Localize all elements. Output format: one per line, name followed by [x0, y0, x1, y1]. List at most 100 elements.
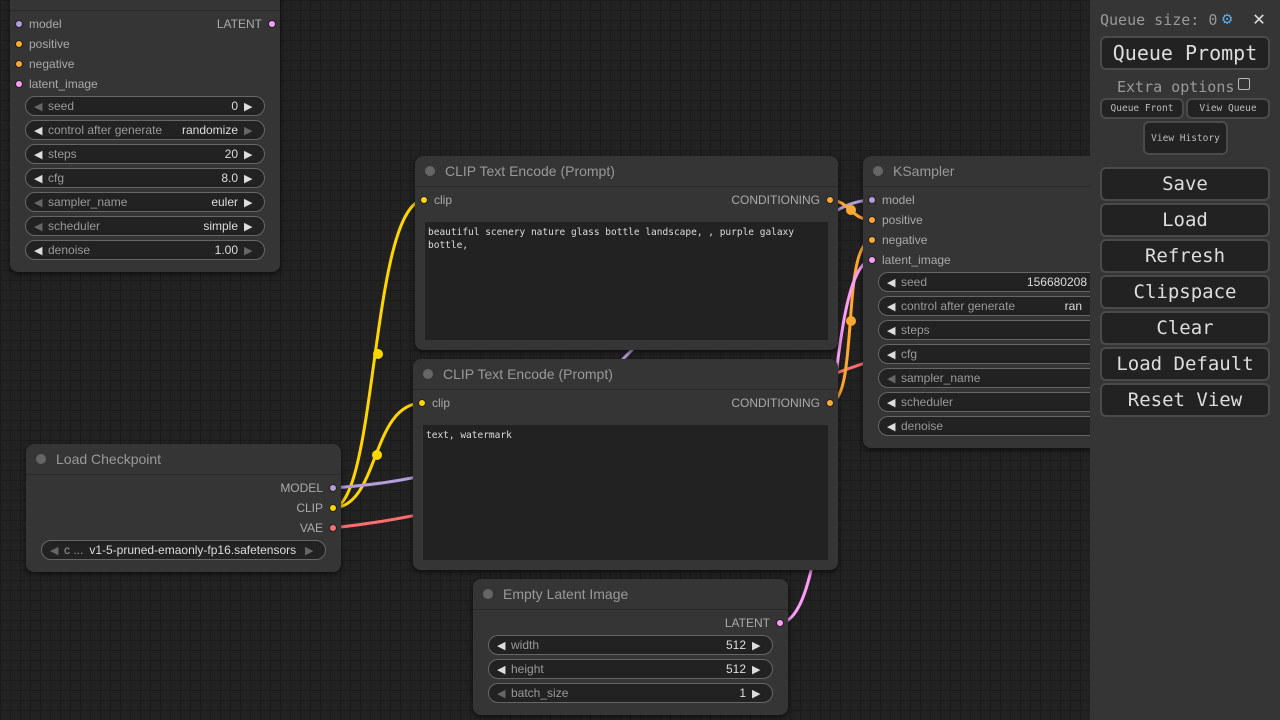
decrement-arrow-icon[interactable]: ◀ [34, 220, 43, 233]
clipspace-button[interactable]: Clipspace [1100, 275, 1270, 309]
save-button[interactable]: Save [1100, 167, 1270, 201]
collapse-dot-icon[interactable] [873, 166, 883, 176]
slot-icon[interactable] [15, 60, 23, 68]
slot-icon[interactable] [268, 20, 276, 28]
widget-ckpt-name[interactable]: ◀ c ... v1-5-pruned-emaonly-fp16.safetenso… [41, 540, 326, 560]
prompt-textarea[interactable]: beautiful scenery nature glass bottle la… [425, 222, 828, 340]
output-clip[interactable]: CLIP [296, 498, 337, 518]
input-clip[interactable]: clip [418, 393, 450, 413]
increment-arrow-icon[interactable]: ▶ [244, 220, 253, 233]
extra-options-checkbox[interactable] [1238, 78, 1251, 90]
decrement-arrow-icon[interactable]: ◀ [497, 687, 506, 700]
queue-prompt-button[interactable]: Queue Prompt [1100, 36, 1270, 70]
increment-arrow-icon[interactable]: ▶ [244, 100, 253, 113]
close-icon[interactable]: ✕ [1253, 6, 1266, 30]
input-latent-image[interactable]: latent_image [15, 74, 98, 94]
increment-arrow-icon[interactable]: ▶ [244, 244, 253, 257]
slot-icon[interactable] [826, 399, 834, 407]
load-button[interactable]: Load [1100, 203, 1270, 237]
input-negative[interactable]: negative [15, 54, 74, 74]
input-model[interactable]: model [868, 190, 915, 210]
collapse-dot-icon[interactable] [483, 589, 493, 599]
node-title[interactable]: KSampler [863, 156, 1163, 187]
slot-icon[interactable] [329, 504, 337, 512]
increment-arrow-icon[interactable]: ▶ [244, 172, 253, 185]
view-queue-button[interactable]: View Queue [1186, 98, 1270, 119]
decrement-arrow-icon[interactable]: ◀ [497, 639, 506, 652]
slot-icon[interactable] [868, 256, 876, 264]
widget-sampler-name[interactable]: ◀ sampler_name [878, 368, 1148, 388]
slot-icon[interactable] [418, 399, 426, 407]
clip-text-encode-negative-node[interactable]: CLIP Text Encode (Prompt) clip CONDITION… [413, 359, 838, 570]
decrement-arrow-icon[interactable]: ◀ [34, 100, 43, 113]
widget-width[interactable]: ◀ width 512 ▶ [488, 635, 773, 655]
view-history-button[interactable]: View History [1143, 121, 1228, 155]
output-model[interactable]: MODEL [280, 478, 337, 498]
decrement-arrow-icon[interactable]: ◀ [34, 172, 43, 185]
slot-icon[interactable] [329, 524, 337, 532]
input-latent-image[interactable]: latent_image [868, 250, 951, 270]
output-vae[interactable]: VAE [300, 518, 337, 538]
decrement-arrow-icon[interactable]: ◀ [887, 372, 896, 385]
widget-cfg[interactable]: ◀ cfg 8.0 ▶ [25, 168, 265, 188]
decrement-arrow-icon[interactable]: ◀ [887, 420, 896, 433]
widget-steps[interactable]: ◀ steps 20 ▶ [25, 144, 265, 164]
slot-icon[interactable] [15, 40, 23, 48]
decrement-arrow-icon[interactable]: ◀ [497, 663, 506, 676]
output-latent[interactable]: LATENT [217, 14, 276, 34]
reset-view-button[interactable]: Reset View [1100, 383, 1270, 417]
input-positive[interactable]: positive [868, 210, 923, 230]
widget-denoise[interactable]: ◀ denoise [878, 416, 1148, 436]
settings-gear-icon[interactable]: ⚙ [1222, 9, 1233, 29]
increment-arrow-icon[interactable]: ▶ [752, 663, 761, 676]
widget-denoise[interactable]: ◀ denoise 1.00 ▶ [25, 240, 265, 260]
node-title[interactable]: CLIP Text Encode (Prompt) [413, 359, 838, 390]
prompt-textarea[interactable]: text, watermark [423, 425, 828, 560]
widget-scheduler[interactable]: ◀ scheduler simple ▶ [25, 216, 265, 236]
slot-icon[interactable] [776, 619, 784, 627]
widget-steps[interactable]: ◀ steps [878, 320, 1148, 340]
queue-front-button[interactable]: Queue Front [1100, 98, 1184, 119]
node-title[interactable]: Empty Latent Image [473, 579, 788, 610]
increment-arrow-icon[interactable]: ▶ [244, 196, 253, 209]
slot-icon[interactable] [826, 196, 834, 204]
slot-icon[interactable] [868, 216, 876, 224]
node-title[interactable]: Load Checkpoint [26, 444, 341, 475]
widget-sampler-name[interactable]: ◀ sampler_name euler ▶ [25, 192, 265, 212]
decrement-arrow-icon[interactable]: ◀ [887, 348, 896, 361]
widget-batch-size[interactable]: ◀ batch_size 1 ▶ [488, 683, 773, 703]
slot-icon[interactable] [329, 484, 337, 492]
decrement-arrow-icon[interactable]: ◀ [887, 276, 896, 289]
collapse-dot-icon[interactable] [425, 166, 435, 176]
slot-icon[interactable] [420, 196, 428, 204]
decrement-arrow-icon[interactable]: ◀ [34, 148, 43, 161]
input-positive[interactable]: positive [15, 34, 70, 54]
slot-icon[interactable] [15, 20, 23, 28]
widget-control-after-generate[interactable]: ◀ control after generate ran [878, 296, 1148, 316]
increment-arrow-icon[interactable]: ▶ [752, 639, 761, 652]
input-clip[interactable]: clip [420, 190, 452, 210]
increment-arrow-icon[interactable]: ▶ [244, 148, 253, 161]
widget-height[interactable]: ◀ height 512 ▶ [488, 659, 773, 679]
node-title[interactable] [10, 0, 280, 11]
empty-latent-image-node[interactable]: Empty Latent Image LATENT ◀ width 512 ▶ ◀ he… [473, 579, 788, 715]
increment-arrow-icon[interactable]: ▶ [305, 544, 314, 557]
refresh-button[interactable]: Refresh [1100, 239, 1270, 273]
input-model[interactable]: model [15, 14, 62, 34]
decrement-arrow-icon[interactable]: ◀ [34, 244, 43, 257]
input-negative[interactable]: negative [868, 230, 927, 250]
widget-cfg[interactable]: ◀ cfg [878, 344, 1148, 364]
ksampler-node-left[interactable]: model positive negative latent_image LAT… [10, 0, 280, 272]
output-conditioning[interactable]: CONDITIONING [731, 393, 834, 413]
node-title[interactable]: CLIP Text Encode (Prompt) [415, 156, 838, 187]
collapse-dot-icon[interactable] [423, 369, 433, 379]
clip-text-encode-positive-node[interactable]: CLIP Text Encode (Prompt) clip CONDITION… [415, 156, 838, 350]
clear-button[interactable]: Clear [1100, 311, 1270, 345]
widget-scheduler[interactable]: ◀ scheduler [878, 392, 1148, 412]
slot-icon[interactable] [868, 196, 876, 204]
decrement-arrow-icon[interactable]: ◀ [50, 544, 59, 557]
decrement-arrow-icon[interactable]: ◀ [887, 300, 896, 313]
widget-control-after-generate[interactable]: ◀ control after generate randomize ▶ [25, 120, 265, 140]
widget-seed[interactable]: ◀ seed 0 ▶ [25, 96, 265, 116]
decrement-arrow-icon[interactable]: ◀ [887, 396, 896, 409]
